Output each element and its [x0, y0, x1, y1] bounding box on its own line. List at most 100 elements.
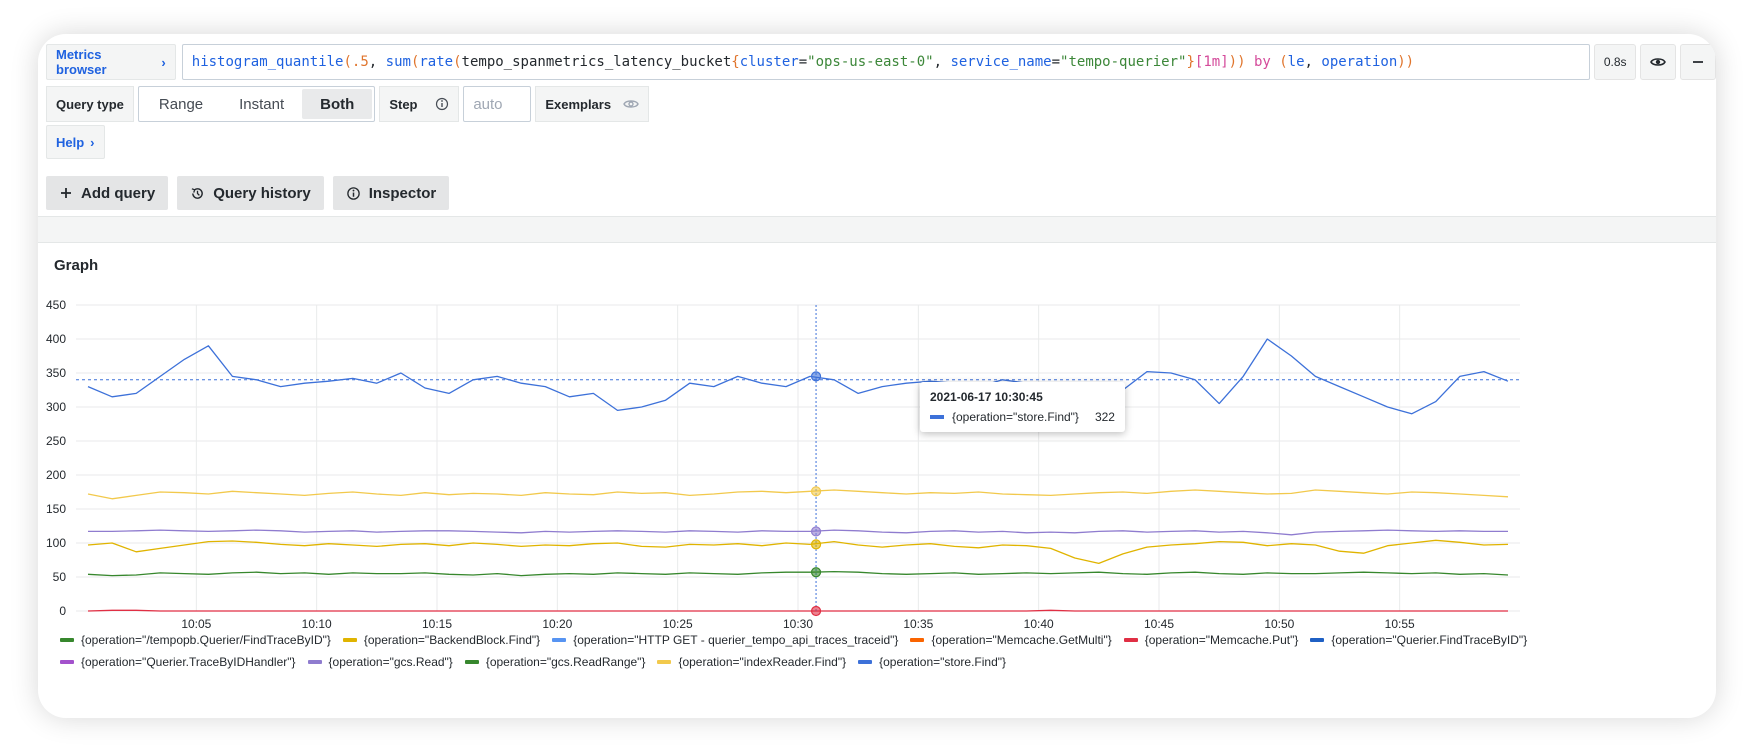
- add-query-button[interactable]: Add query: [46, 176, 169, 210]
- query-token: tempo_spanmetrics_latency_bucket: [461, 54, 732, 70]
- legend-item[interactable]: {operation="indexReader.Find"}: [657, 655, 846, 669]
- legend-item[interactable]: {operation="Querier.TraceByIDHandler"}: [60, 655, 296, 669]
- query-token: {: [731, 54, 740, 70]
- query-type-instant[interactable]: Instant: [239, 95, 285, 113]
- legend-label: {operation="indexReader.Find"}: [678, 655, 847, 669]
- query-token: ,: [368, 54, 386, 70]
- inspector-label: Inspector: [368, 184, 437, 202]
- query-token: )): [1397, 54, 1415, 70]
- legend-item[interactable]: {operation="HTTP GET - querier_tempo_api…: [552, 633, 898, 647]
- legend-item[interactable]: {operation="Memcache.Put"}: [1123, 633, 1299, 647]
- legend-swatch: [60, 660, 74, 664]
- query-token: (: [343, 54, 352, 70]
- hover-point: [810, 539, 822, 550]
- y-tick-label: 100: [46, 536, 66, 550]
- legend-row: {operation="/tempopb.Querier/FindTraceBy…: [60, 633, 1527, 647]
- explore-window: Metrics browser › histogram_quantile(.5,…: [38, 34, 1716, 718]
- query-type-both[interactable]: Both: [302, 89, 373, 119]
- y-tick-label: 200: [46, 468, 66, 482]
- query-type-radio-group: Range Instant Both: [137, 86, 376, 122]
- legend-label: {operation="gcs.Read"}: [328, 655, 453, 669]
- series-line: [87, 338, 1509, 415]
- x-tick-label: 10:45: [1144, 617, 1174, 631]
- legend-label: {operation="HTTP GET - querier_tempo_api…: [573, 633, 899, 647]
- legend-swatch: [1310, 638, 1325, 642]
- query-token: ]: [1220, 54, 1229, 70]
- query-token: )): [1228, 54, 1246, 70]
- legend-item[interactable]: {operation="Memcache.GetMulti"}: [910, 633, 1112, 647]
- query-type-range[interactable]: Range: [158, 95, 204, 113]
- legend-item[interactable]: {operation="Querier.FindTraceByID"}: [1310, 633, 1527, 647]
- hover-point: [810, 526, 822, 537]
- step-label: Step: [379, 86, 460, 122]
- tooltip-time: 2021-06-17 10:30:45: [930, 390, 1043, 404]
- history-icon: [191, 187, 204, 199]
- legend-label: {operation="BackendBlock.Find"}: [363, 633, 541, 647]
- y-tick-label: 0: [59, 604, 66, 618]
- remove-query-button[interactable]: [1680, 44, 1716, 80]
- metrics-browser-label: Metrics browser: [56, 47, 107, 77]
- y-tick-label: 250: [46, 434, 66, 448]
- exemplars-label: Exemplars: [545, 96, 612, 112]
- query-token: (: [410, 54, 420, 70]
- query-token: [1246, 54, 1254, 70]
- legend-item[interactable]: {operation="gcs.Read"}: [307, 655, 453, 669]
- tooltip-series-swatch: [930, 415, 944, 419]
- chevron-right-icon: ›: [90, 134, 95, 150]
- y-tick-label: 300: [46, 400, 66, 414]
- series-line: [87, 570, 1509, 577]
- legend-swatch: [1123, 638, 1138, 642]
- step-placeholder: auto: [473, 95, 503, 113]
- inspector-button[interactable]: Inspector: [332, 176, 450, 210]
- query-token: (: [453, 54, 462, 70]
- tooltip-series-value: 322: [1094, 410, 1115, 424]
- series-line: [88, 529, 1508, 536]
- legend-item[interactable]: {operation="gcs.ReadRange"}: [464, 655, 645, 669]
- legend-label: {operation="store.Find"}: [879, 655, 1007, 669]
- query-token: .5: [351, 54, 369, 70]
- metrics-browser-button[interactable]: Metrics browser ›: [46, 44, 176, 80]
- query-expression: histogram_quantile(.5, sum(rate(tempo_sp…: [192, 54, 1414, 70]
- exemplars-toggle[interactable]: Exemplars: [535, 86, 650, 122]
- legend-swatch: [60, 638, 74, 642]
- query-input[interactable]: histogram_quantile(.5, sum(rate(tempo_sp…: [181, 44, 1591, 80]
- legend-label: {operation="Memcache.Put"}: [1144, 633, 1299, 647]
- x-tick-label: 10:35: [903, 617, 933, 631]
- query-token: le: [1287, 54, 1305, 70]
- y-tick-label: 350: [46, 366, 66, 380]
- graph-title: Graph: [54, 257, 99, 274]
- legend-row: {operation="Querier.TraceByIDHandler"} {o…: [60, 655, 1006, 669]
- graph-chart[interactable]: 0 50 100 150 200 250 300 350 400 450 10:05 10:10 10:…: [38, 283, 1716, 653]
- plus-icon: [61, 188, 71, 198]
- x-tick-label: 10:55: [1385, 617, 1415, 631]
- help-button[interactable]: Help ›: [46, 125, 105, 159]
- series-line: [87, 489, 1509, 500]
- legend-item[interactable]: {operation="store.Find"}: [858, 655, 1006, 669]
- query-duration-badge: 0.8s: [1594, 44, 1637, 80]
- legend-swatch: [464, 660, 479, 664]
- x-tick-label: 10:30: [783, 617, 813, 631]
- info-circle-icon: [346, 186, 360, 200]
- hide-query-button[interactable]: [1640, 44, 1677, 80]
- minus-icon: [1693, 61, 1704, 63]
- legend-item[interactable]: {operation="BackendBlock.Find"}: [342, 633, 541, 647]
- query-token: histogram_quantile: [191, 54, 344, 70]
- step-label-text: Step: [389, 96, 418, 112]
- info-icon[interactable]: [435, 97, 449, 111]
- legend-item[interactable]: {operation="/tempopb.Querier/FindTraceBy…: [60, 633, 331, 647]
- query-type-label-text: Query type: [56, 96, 124, 112]
- y-tick-label: 400: [46, 332, 66, 346]
- x-tick-label: 10:40: [1024, 617, 1054, 631]
- query-token: [1271, 54, 1279, 70]
- hover-point: [810, 371, 822, 382]
- help-label: Help: [56, 134, 85, 150]
- legend-label: {operation="/tempopb.Querier/FindTraceBy…: [81, 633, 331, 647]
- query-token: 1m: [1203, 54, 1221, 70]
- x-tick-label: 10:05: [181, 617, 211, 631]
- step-input[interactable]: auto: [463, 86, 532, 122]
- legend-swatch: [307, 660, 322, 664]
- query-history-button[interactable]: Query history: [177, 176, 324, 210]
- legend-swatch: [858, 660, 873, 664]
- y-tick-label: 450: [46, 298, 66, 312]
- query-token: =: [798, 54, 808, 70]
